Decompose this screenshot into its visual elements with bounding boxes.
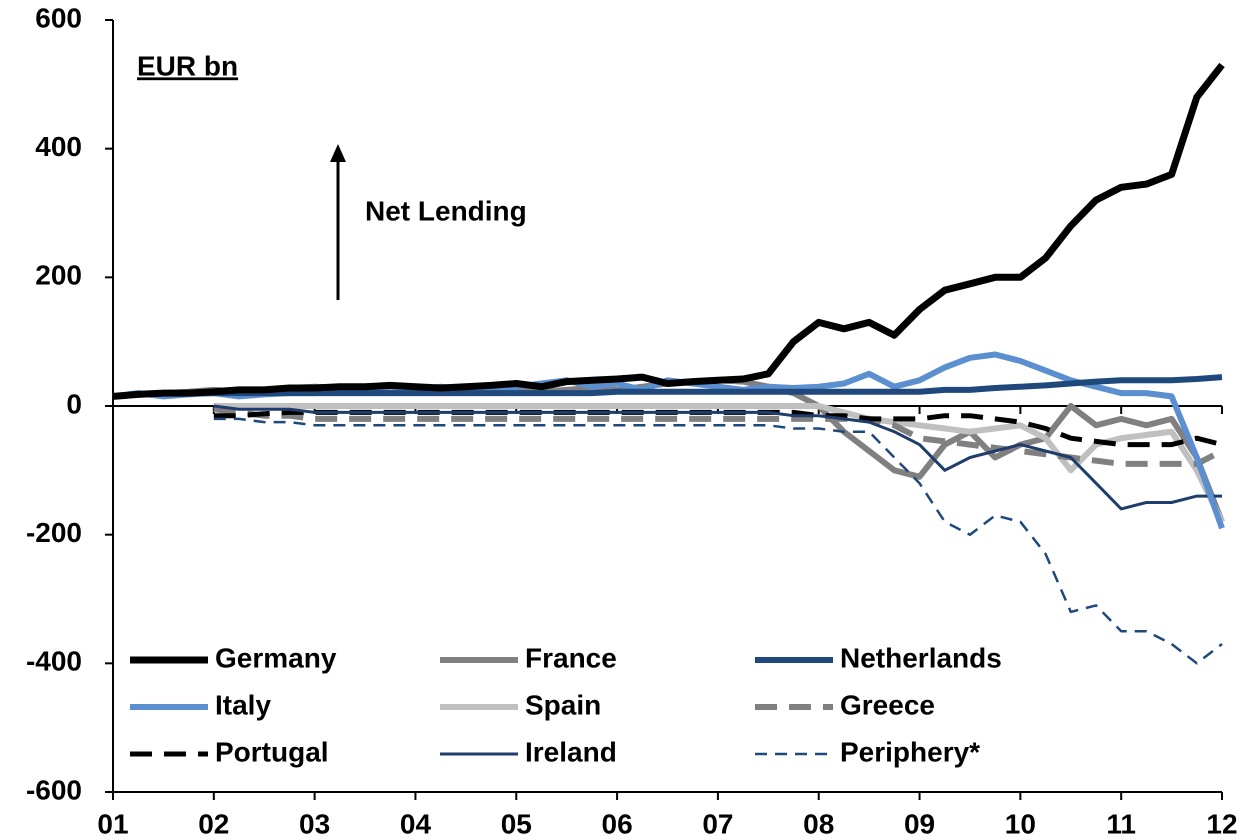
series-line: [112, 374, 1223, 400]
y-tick-label: -200: [26, 517, 82, 548]
legend-label: Periphery*: [840, 736, 980, 767]
series-line: [112, 62, 1225, 400]
x-tick-label: 07: [702, 808, 733, 839]
legend-label: Greece: [840, 689, 935, 720]
annotation: Net Lending: [365, 195, 527, 226]
y-tick-label: -400: [26, 646, 82, 677]
series-line: [213, 417, 1223, 665]
series-line: [213, 403, 1225, 524]
legend-label: Ireland: [525, 736, 617, 767]
x-tick-label: 09: [904, 808, 935, 839]
x-tick-label: 05: [501, 808, 532, 839]
x-tick-label: 02: [198, 808, 229, 839]
x-tick-label: 12: [1206, 808, 1237, 839]
y-tick-label: 0: [66, 388, 82, 419]
legend-label: Italy: [215, 689, 271, 720]
y-tick-label: -600: [26, 774, 82, 805]
legend-label: Germany: [215, 642, 337, 673]
x-tick-label: 04: [400, 808, 432, 839]
series-line: [213, 404, 1222, 511]
arrow-head: [330, 144, 346, 162]
legend-label: Portugal: [215, 736, 329, 767]
x-tick-label: 08: [803, 808, 834, 839]
x-tick-label: 11: [1106, 808, 1136, 839]
x-tick-label: 06: [602, 808, 633, 839]
legend-label: Netherlands: [840, 642, 1002, 673]
legend-label: France: [525, 642, 617, 673]
x-tick-label: 10: [1005, 808, 1036, 839]
y-tick-label: 400: [35, 131, 82, 162]
y-tick-label: 600: [35, 2, 82, 33]
y-tick-label: 200: [35, 260, 82, 291]
x-tick-label: 03: [299, 808, 330, 839]
legend-label: Spain: [525, 689, 601, 720]
unit-label: EUR bn: [137, 50, 238, 81]
x-tick-label: 01: [97, 808, 128, 839]
